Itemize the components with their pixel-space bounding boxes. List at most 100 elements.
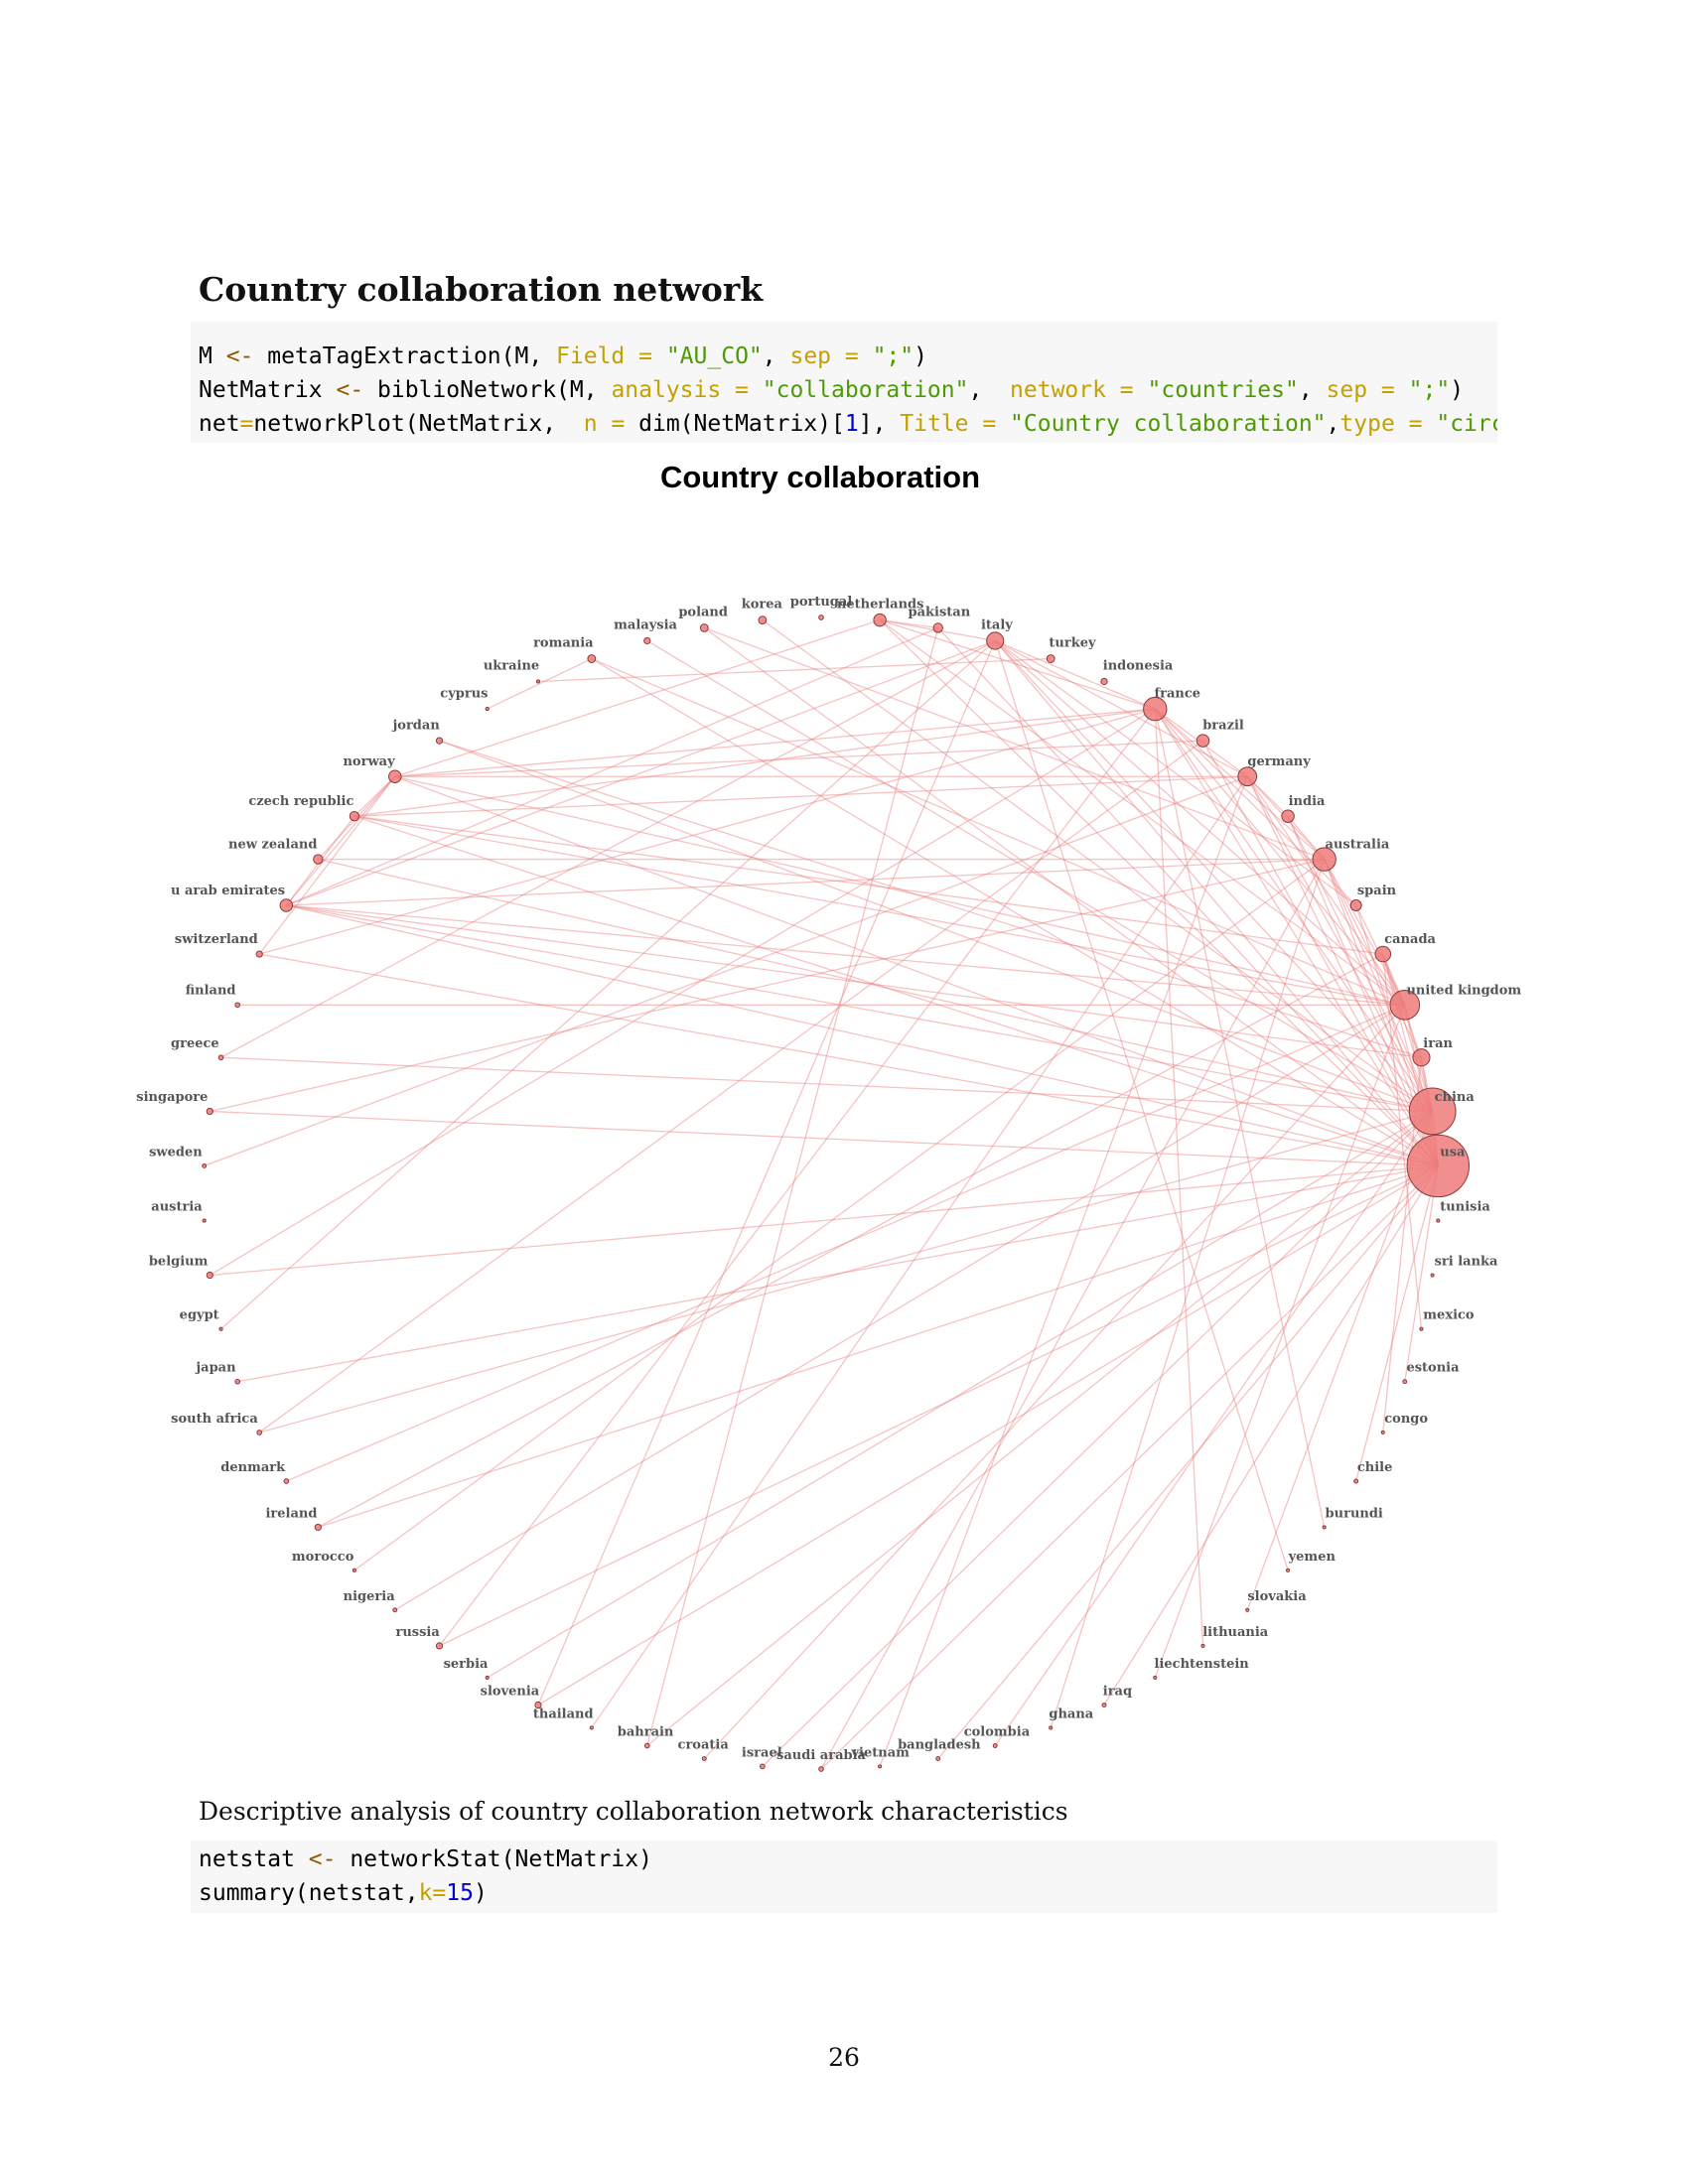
node-label: south africa (171, 1412, 258, 1427)
edge (1050, 859, 1326, 1728)
edge (937, 1164, 1439, 1759)
edge (353, 859, 1326, 1571)
edge (204, 775, 1248, 1167)
edge (318, 1164, 1439, 1529)
edge (285, 775, 396, 906)
edge (286, 904, 1433, 1113)
edge (1324, 859, 1406, 1006)
edge (394, 619, 881, 777)
node-label: thailand (533, 1706, 594, 1721)
edge (258, 740, 1203, 1433)
node-label: vietnam (850, 1745, 910, 1760)
node (349, 811, 360, 822)
node-label: china (1435, 1090, 1476, 1105)
node-label: ireland (265, 1506, 317, 1521)
edge (259, 708, 1156, 955)
heading: Country collaboration network (199, 270, 764, 309)
edge (994, 640, 1289, 1571)
node-label: chile (1357, 1460, 1393, 1475)
edge (879, 619, 1439, 1166)
edge (286, 904, 1405, 1006)
edge (880, 618, 938, 629)
node (1143, 696, 1168, 722)
edge (1103, 1165, 1439, 1706)
code-token: ";" (1408, 377, 1451, 403)
code-token: metaTagExtraction(M, (253, 343, 557, 369)
node (1402, 1379, 1408, 1385)
edge (879, 619, 1406, 1006)
code-token: n = (583, 411, 639, 437)
edge (1404, 1165, 1439, 1382)
node (1046, 654, 1055, 663)
node (758, 615, 768, 625)
node-label: czech republic (248, 794, 353, 809)
node (314, 1523, 322, 1532)
edge (210, 1164, 1439, 1277)
node-label: korea (742, 598, 783, 613)
node (1237, 766, 1258, 787)
node (388, 769, 402, 783)
edge (209, 708, 1156, 1277)
node-label: canada (1384, 932, 1436, 947)
node-label: usa (1440, 1145, 1466, 1160)
node (587, 654, 597, 663)
node (392, 1607, 398, 1613)
node (1281, 809, 1295, 823)
edge (994, 639, 1357, 906)
code-token: "Country collaboration" (1010, 411, 1327, 437)
edge (1246, 775, 1434, 1112)
node-label: morocco (292, 1550, 354, 1565)
edge (937, 627, 1439, 1166)
edge (646, 627, 939, 1746)
edge (1382, 953, 1434, 1112)
node-label: serbia (444, 1657, 489, 1672)
node-label: greece (171, 1036, 219, 1051)
node (986, 631, 1005, 650)
edge (704, 626, 1325, 861)
node (485, 707, 490, 712)
node-label: austria (151, 1200, 203, 1215)
code-token: ) (1450, 377, 1465, 403)
node (534, 1701, 542, 1709)
edge (1201, 740, 1439, 1166)
node (935, 1756, 941, 1761)
node-label: france (1155, 686, 1201, 701)
edge (394, 1004, 1406, 1611)
node (589, 1725, 594, 1730)
node (435, 1642, 444, 1650)
node-label: iraq (1103, 1685, 1132, 1700)
edge (487, 657, 593, 710)
node (202, 1162, 208, 1168)
code-token: type = (1339, 411, 1437, 437)
node-label: russia (395, 1625, 440, 1640)
edge (1246, 775, 1406, 1006)
edge (646, 639, 1434, 1113)
code-token: "circle" (1436, 411, 1497, 437)
node-label: mexico (1423, 1308, 1475, 1323)
code-token: network = (1010, 377, 1148, 403)
code-token: "countries" (1147, 377, 1299, 403)
node (699, 623, 709, 632)
edge (1154, 709, 1204, 1646)
node (435, 737, 444, 745)
node (643, 636, 651, 645)
edge (1382, 953, 1423, 1329)
node-label: lithuania (1202, 1625, 1269, 1640)
node-label: cyprus (440, 686, 488, 701)
edge (487, 1110, 1434, 1679)
code-block: netstat <- networkStat(NetMatrix) summary… (191, 1841, 1497, 1913)
code-token: Field = (556, 343, 666, 369)
edge (259, 953, 1439, 1167)
edge (286, 904, 1439, 1167)
edge (353, 775, 1248, 817)
node-label: spain (1357, 884, 1397, 898)
edge (820, 1164, 1439, 1770)
node-label: yemen (1288, 1550, 1336, 1565)
edge (318, 858, 1433, 1113)
edge (646, 1110, 1434, 1747)
node (1408, 1087, 1457, 1136)
node-label: turkey (1049, 636, 1096, 651)
node (701, 1756, 707, 1761)
edge (286, 904, 1422, 1058)
edge (210, 858, 1325, 1113)
